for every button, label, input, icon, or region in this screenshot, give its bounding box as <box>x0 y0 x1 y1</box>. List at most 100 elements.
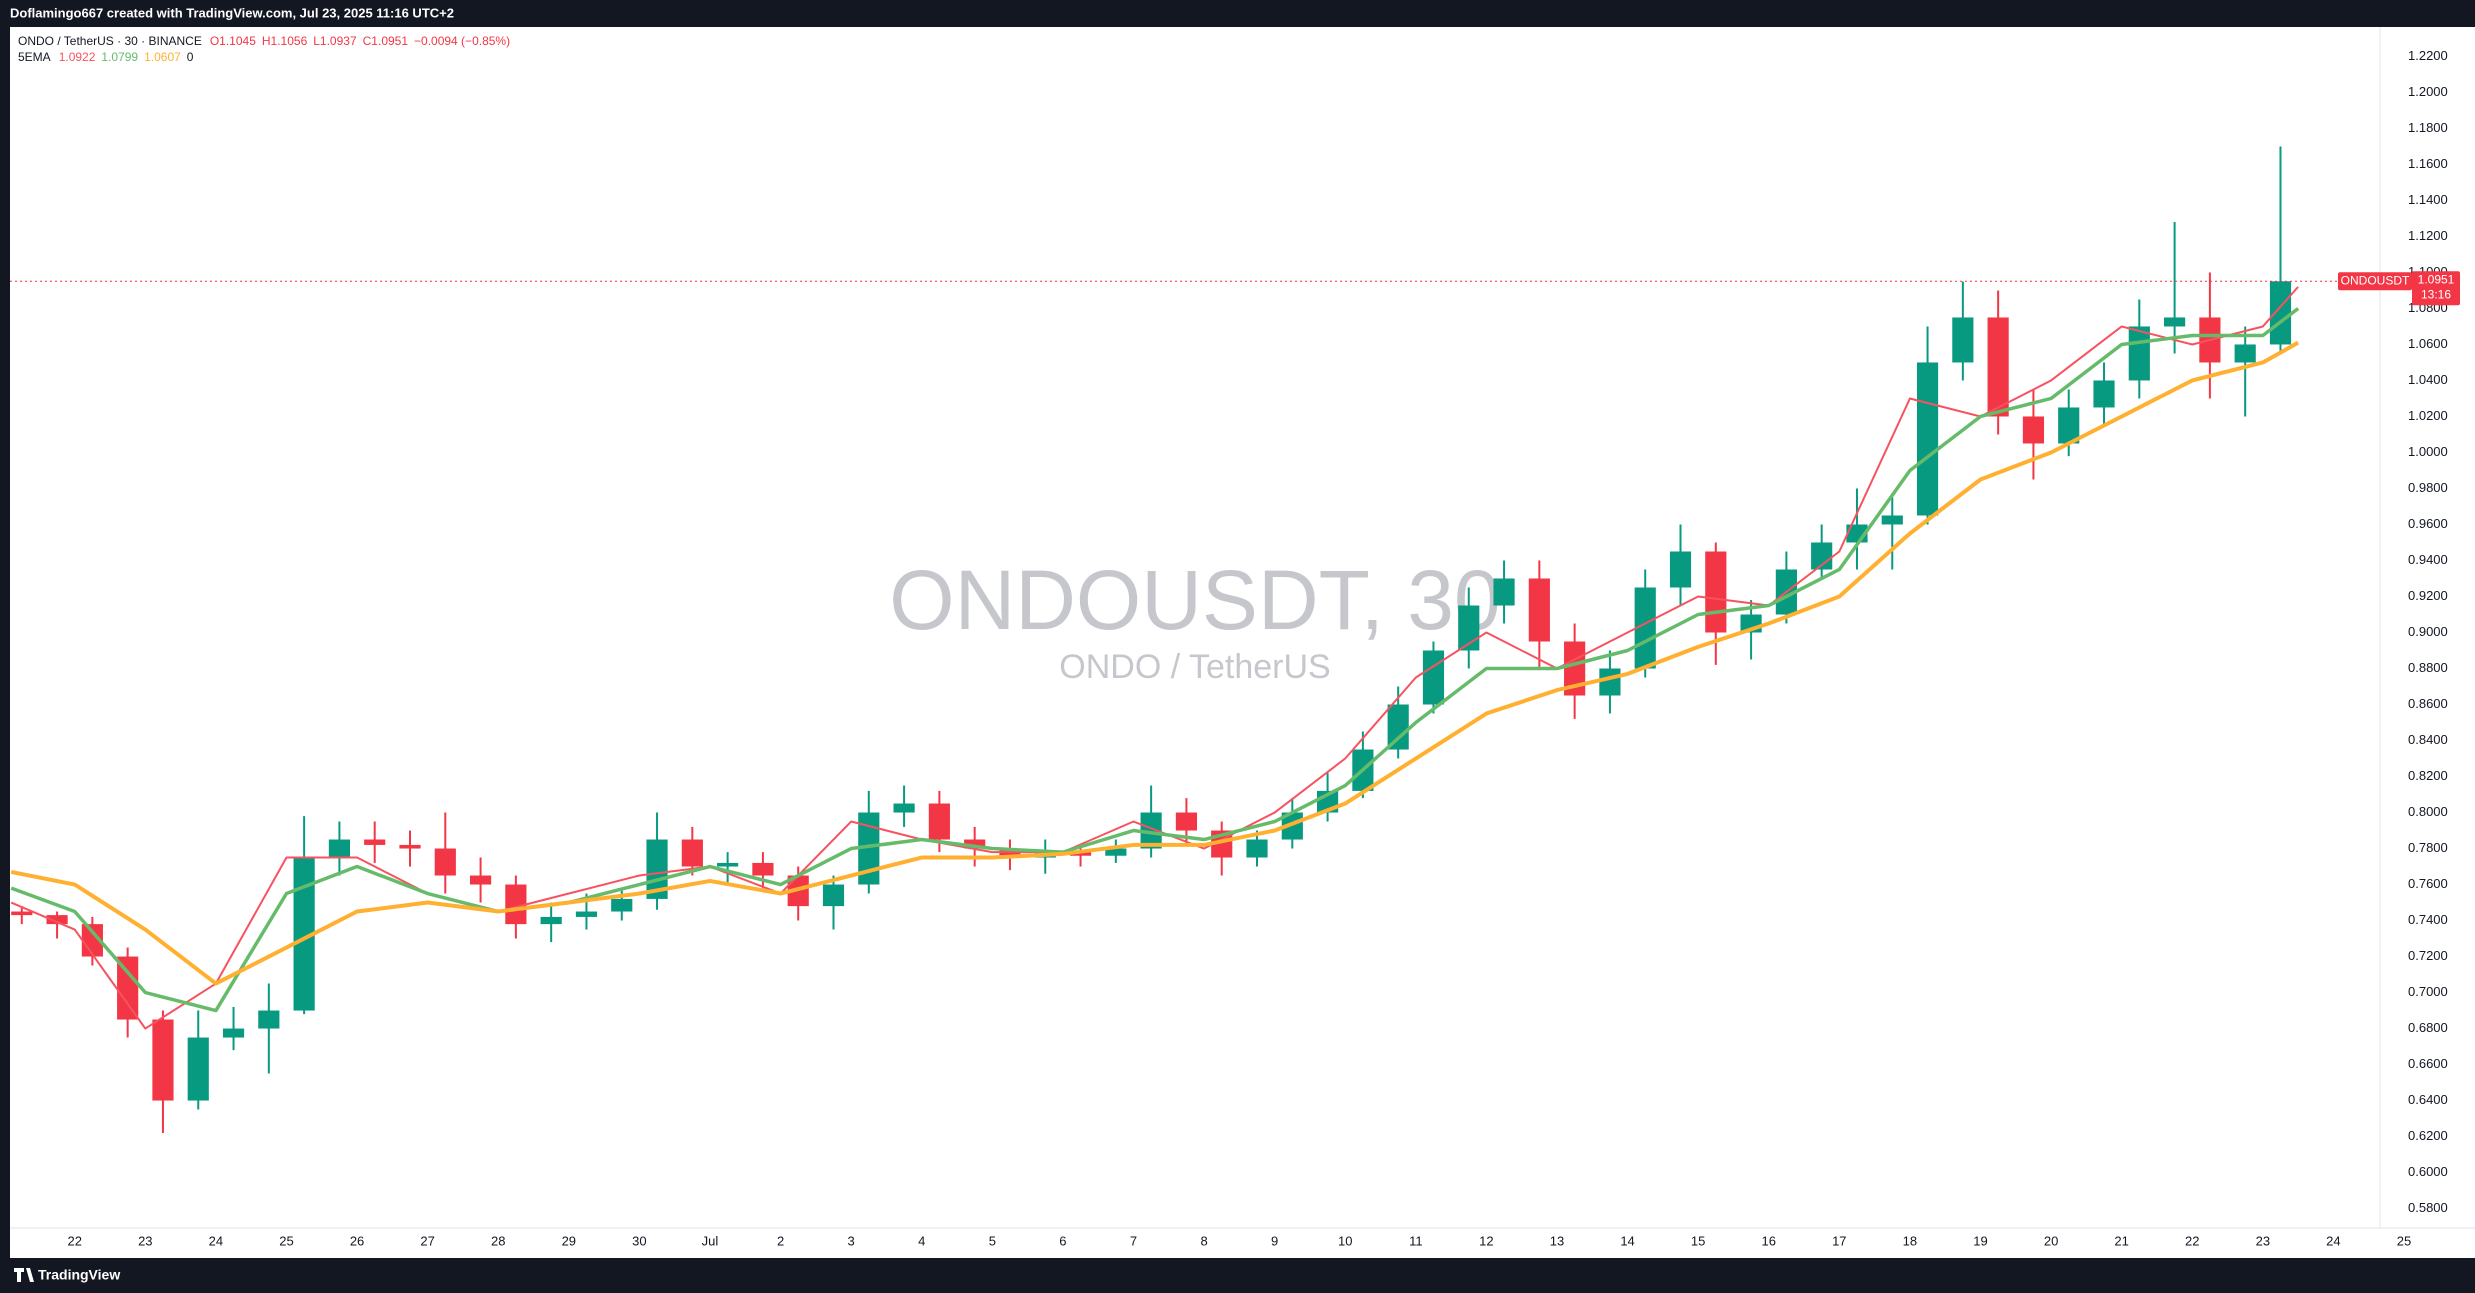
legend-value: 1.0607 <box>144 50 181 64</box>
x-tick-label: 4 <box>918 1233 925 1248</box>
y-tick-label: 1.1400 <box>2408 192 2448 207</box>
y-tick-label: 1.2200 <box>2408 48 2448 63</box>
candle-body <box>1811 542 1833 570</box>
y-tick-label: 0.9200 <box>2408 588 2448 603</box>
candle-body <box>717 862 739 867</box>
candle-body <box>1987 317 2009 417</box>
x-tick-label: 7 <box>1130 1233 1137 1248</box>
legend-value: L1.0937 <box>313 34 357 48</box>
candle-body <box>293 857 315 1011</box>
ema-line <box>10 307 2300 1013</box>
x-tick-label: 17 <box>1832 1233 1846 1248</box>
candle-body <box>399 844 421 849</box>
candle-body <box>964 839 986 849</box>
symbol-tag-bg <box>2338 272 2412 291</box>
x-tick-label: 30 <box>632 1233 646 1248</box>
candle-body <box>117 956 139 1020</box>
candle-body <box>1705 551 1727 633</box>
y-tick-label: 0.9600 <box>2408 516 2448 531</box>
x-tick-label: 23 <box>138 1233 152 1248</box>
y-tick-label: 1.0200 <box>2408 408 2448 423</box>
price-tag-bg <box>2412 271 2460 306</box>
ema-line <box>10 340 2300 986</box>
y-tick-label: 0.8200 <box>2408 768 2448 783</box>
watermark-subtitle: ONDO / TetherUS <box>1059 648 1330 686</box>
y-tick-label: 0.7400 <box>2408 912 2448 927</box>
candle-body <box>1140 812 1162 849</box>
y-tick-label: 1.0000 <box>2408 444 2448 459</box>
x-tick-label: 10 <box>1338 1233 1352 1248</box>
tv-logo <box>14 1268 34 1282</box>
candle-body <box>858 812 880 885</box>
candle-body <box>611 898 633 912</box>
candle-body <box>1069 852 1092 856</box>
y-tick-label: 0.6400 <box>2408 1092 2448 1107</box>
x-tick-label: 25 <box>2397 1233 2411 1248</box>
candle-body <box>328 839 351 858</box>
x-tick-label: 2 <box>777 1233 784 1248</box>
candle-body <box>1599 668 1621 696</box>
candle-body <box>1281 812 1303 840</box>
candle-body <box>2058 407 2080 444</box>
y-tick-label: 1.2000 <box>2408 84 2448 99</box>
x-tick-label: Jul <box>702 1233 719 1248</box>
legend-value: O1.1045 <box>210 34 256 48</box>
x-tick-label: 12 <box>1479 1233 1493 1248</box>
candle-body <box>2269 281 2292 345</box>
y-tick-label: 0.7800 <box>2408 840 2448 855</box>
x-tick-label: 19 <box>1973 1233 1987 1248</box>
candle-body <box>893 803 915 813</box>
candle-body <box>2128 326 2150 381</box>
x-tick-label: 24 <box>2326 1233 2340 1248</box>
y-tick-label: 0.7200 <box>2408 948 2448 963</box>
price-tag: 1.0951 <box>2418 272 2455 286</box>
legend-value: 0 <box>187 50 194 64</box>
legend-value: C1.0951 <box>363 34 409 48</box>
y-tick-label: 0.6200 <box>2408 1128 2448 1143</box>
legend: ONDO / TetherUS · 30 · BINANCE 5EMA <box>18 34 202 64</box>
candle-body <box>1881 515 1903 525</box>
x-tick-label: 21 <box>2114 1233 2128 1248</box>
candle-body <box>1564 641 1586 696</box>
y-tick-label: 0.6800 <box>2408 1020 2448 1035</box>
x-tick-label: 5 <box>989 1233 996 1248</box>
candle-body <box>11 911 33 916</box>
candle-body <box>752 862 774 876</box>
candle-body <box>540 916 562 925</box>
candle-body <box>1175 812 1198 831</box>
x-tick-label: 14 <box>1620 1233 1634 1248</box>
y-tick-label: 1.1600 <box>2408 156 2448 171</box>
y-tick-label: 0.7600 <box>2408 876 2448 891</box>
y-tick-label: 0.9400 <box>2408 552 2448 567</box>
candle-body <box>2164 317 2186 327</box>
y-tick-label: 1.1800 <box>2408 120 2448 135</box>
y-tick-label: 0.8400 <box>2408 732 2448 747</box>
x-tick-label: 11 <box>1409 1233 1423 1248</box>
candle-body <box>1246 839 1268 858</box>
y-tick-label: 0.9000 <box>2408 624 2448 639</box>
candle-body <box>1669 551 1692 588</box>
chart-panel <box>10 27 2475 1258</box>
x-tick-label: 8 <box>1200 1233 1207 1248</box>
x-tick-label: 24 <box>209 1233 223 1248</box>
x-tick-label: 13 <box>1550 1233 1564 1248</box>
legend-value: 1.0922 <box>59 50 96 64</box>
candle-body <box>681 839 703 867</box>
candle-body <box>928 803 950 840</box>
legend-value: H1.1056 <box>262 34 308 48</box>
y-tick-label: 1.1200 <box>2408 228 2448 243</box>
candle-body <box>1528 578 1550 642</box>
x-tick-label: 22 <box>67 1233 81 1248</box>
candle-body <box>2093 380 2115 408</box>
header-text: Doflamingo667 created with TradingView.c… <box>10 5 454 20</box>
y-tick-label: 0.8800 <box>2408 660 2448 675</box>
candle-body <box>258 1010 280 1029</box>
candle-body <box>364 839 386 845</box>
x-tick-label: 16 <box>1762 1233 1776 1248</box>
candle-body <box>1634 587 1656 669</box>
candle-body <box>1105 848 1127 856</box>
y-tick-label: 0.9800 <box>2408 480 2448 495</box>
symbol-tag: ONDOUSDT <box>2341 273 2410 287</box>
candle-body <box>575 911 598 917</box>
